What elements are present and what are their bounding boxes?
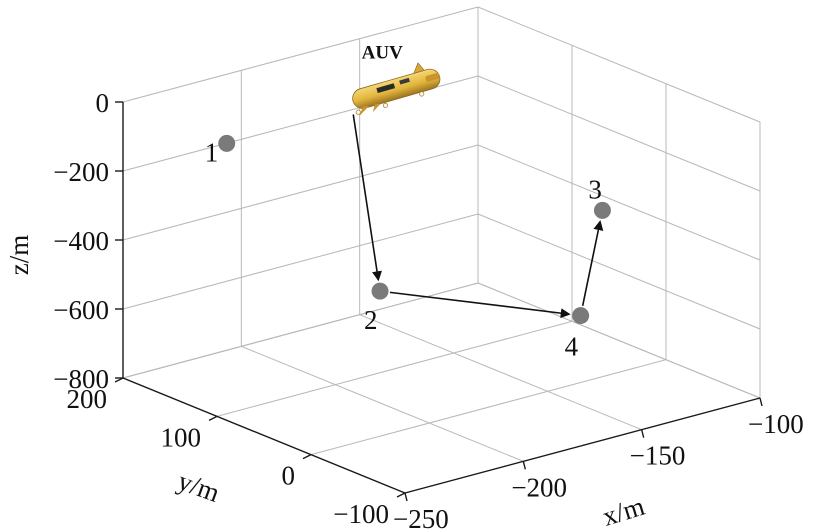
grid-line-side-z [477, 6, 761, 123]
waypoint-marker [218, 134, 236, 152]
y-axis-line [122, 377, 406, 494]
x-tick-label: −200 [511, 472, 567, 502]
grid-line-floor-x [241, 345, 524, 462]
auv-nose [425, 73, 440, 82]
x-tick-mark [404, 492, 408, 502]
x-tick-mark [640, 429, 645, 438]
axes [122, 102, 761, 494]
z-tick-label: 0 [96, 88, 110, 118]
auv-icon [352, 62, 441, 117]
z-tick-label: −600 [53, 295, 109, 325]
x-tick-label: −250 [393, 504, 449, 531]
y-axis-label: y/m [174, 465, 224, 508]
auv-band [376, 83, 396, 94]
y-tick-mark [208, 415, 218, 421]
y-tick-mark [302, 454, 312, 460]
auv-light [355, 109, 361, 115]
grid-line-floor-y [216, 320, 573, 417]
auv-hull [352, 68, 441, 109]
y-tick-label: −100 [333, 499, 389, 529]
z-tick-label: −200 [53, 157, 109, 187]
waypoint-label: 2 [364, 305, 378, 335]
z-tick-label: −400 [53, 226, 109, 256]
auv-vehicle: AUV [352, 43, 441, 117]
tick-labels: −250 −200 −150 −100 −100 0 100 200 0 −200 −400 −600… [53, 88, 803, 531]
auv-fin-top [413, 62, 425, 74]
y-tick-mark [396, 492, 406, 498]
grid-line-floor-x [359, 314, 642, 431]
waypoint-marker [371, 282, 389, 300]
waypoint-label: 3 [588, 174, 602, 204]
route-arrow [389, 291, 571, 319]
grid-line-floor-y [310, 359, 667, 456]
grid-line-side-z [477, 282, 761, 399]
x-tick-mark [522, 461, 527, 470]
auv-light-2 [382, 102, 388, 108]
x-tick-mark [759, 397, 763, 407]
x-axis-label: x/m [599, 491, 648, 531]
z-axis-label: z/m [4, 235, 34, 276]
z-tick-label: −800 [53, 364, 109, 394]
route-arrow [581, 220, 604, 306]
grid-line-side-z [477, 213, 761, 330]
auv-sensor [399, 77, 410, 85]
grid-line-side-z [477, 75, 761, 192]
grid-line-back-z [122, 144, 479, 241]
auv-light-3 [419, 91, 425, 97]
waypoint-label: 4 [565, 332, 579, 362]
grid [122, 6, 761, 494]
y-tick-label: 200 [67, 384, 108, 414]
route-arrows [352, 114, 604, 319]
y-tick-label: 100 [161, 422, 202, 452]
auv-label: AUV [362, 43, 403, 64]
grid-line-back-z [122, 213, 479, 310]
x-tick-label: −100 [748, 409, 804, 439]
grid-line-back-z [122, 282, 479, 379]
x-axis-line [404, 397, 761, 494]
y-tick-label: 0 [282, 461, 296, 491]
waypoint-marker [572, 307, 590, 325]
route-arrow [352, 114, 382, 282]
waypoint-marker [593, 201, 611, 219]
x-tick-label: −150 [630, 441, 686, 471]
grid-line-side-z [477, 144, 761, 261]
grid-line-back-z [122, 6, 479, 103]
waypoints: 1 2 3 4 [205, 134, 611, 362]
waypoint-label: 1 [205, 137, 219, 167]
